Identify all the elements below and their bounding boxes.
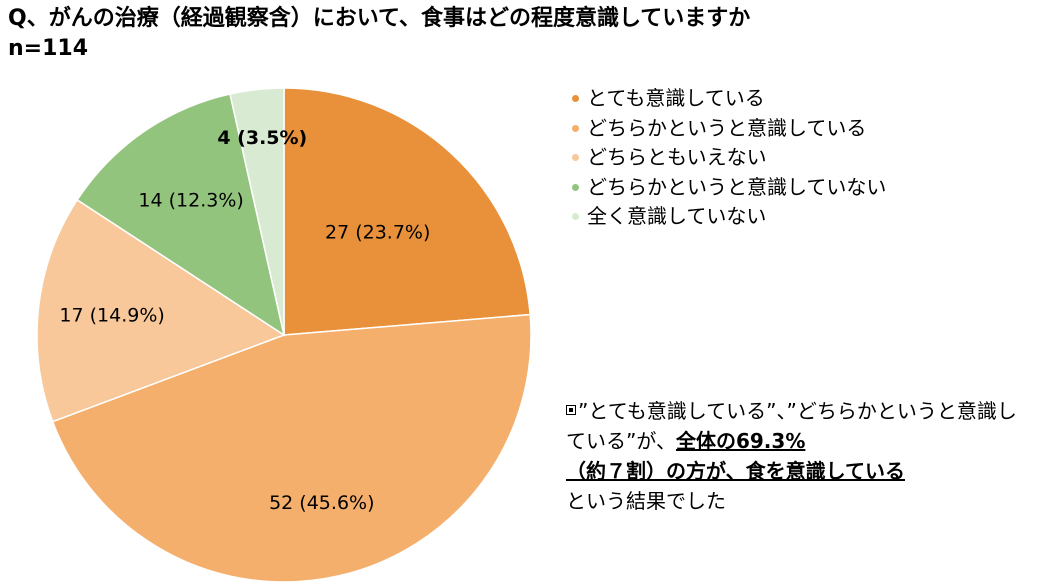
- legend-item: どちらかというと意識していない: [568, 173, 886, 203]
- legend-label: どちらかというと意識している: [587, 115, 867, 140]
- pie-slice: [283, 87, 531, 336]
- legend-item: どちらともいえない: [568, 143, 886, 173]
- legend-item: 全く意識していない: [568, 202, 886, 232]
- chart-title: Q、がんの治療（経過観察含）において、食事はどの程度意識していますか: [8, 6, 751, 31]
- slice-data-label: 4 (3.5%): [217, 127, 307, 149]
- slice-data-label: 52 (45.6%): [269, 492, 374, 514]
- chart-legend: とても意識している どちらかというと意識している どちらともいえない どちらかと…: [568, 84, 886, 232]
- legend-swatch: [572, 154, 579, 162]
- legend-label: どちらともいえない: [587, 145, 767, 169]
- note-emphasis-percentage: 全体の69.3%: [675, 429, 806, 453]
- pie-slice: [36, 198, 286, 423]
- sample-size-label: n=114: [8, 36, 89, 61]
- bullet-icon: [566, 405, 576, 415]
- note-lead: ”とても意識している”、”どちらかというと意識している”が、: [566, 399, 1017, 453]
- slice-data-label: 17 (14.9%): [59, 305, 164, 327]
- note-emphasis-conclusion: （約７割）の方が、食を意識している: [566, 459, 905, 483]
- pie-slice: [229, 87, 285, 336]
- legend-item: どちらかというと意識している: [568, 114, 886, 144]
- legend-label: どちらかというと意識していない: [587, 174, 887, 199]
- legend-label: 全く意識していない: [587, 204, 767, 228]
- slice-data-label: 14 (12.3%): [138, 190, 243, 212]
- legend-swatch: [572, 183, 579, 191]
- summary-note: ”とても意識している”、”どちらかというと意識している”が、全体の69.3% （約…: [566, 396, 1036, 516]
- pie-slice: [51, 313, 532, 583]
- note-tail: という結果でした: [566, 489, 726, 513]
- legend-swatch: [572, 95, 579, 103]
- legend-label: とても意識している: [587, 86, 765, 110]
- pie-slice: [76, 93, 286, 337]
- legend-swatch: [572, 213, 579, 221]
- legend-item: とても意識している: [568, 84, 886, 114]
- slice-data-label: 27 (23.7%): [325, 222, 430, 244]
- legend-swatch: [572, 124, 579, 132]
